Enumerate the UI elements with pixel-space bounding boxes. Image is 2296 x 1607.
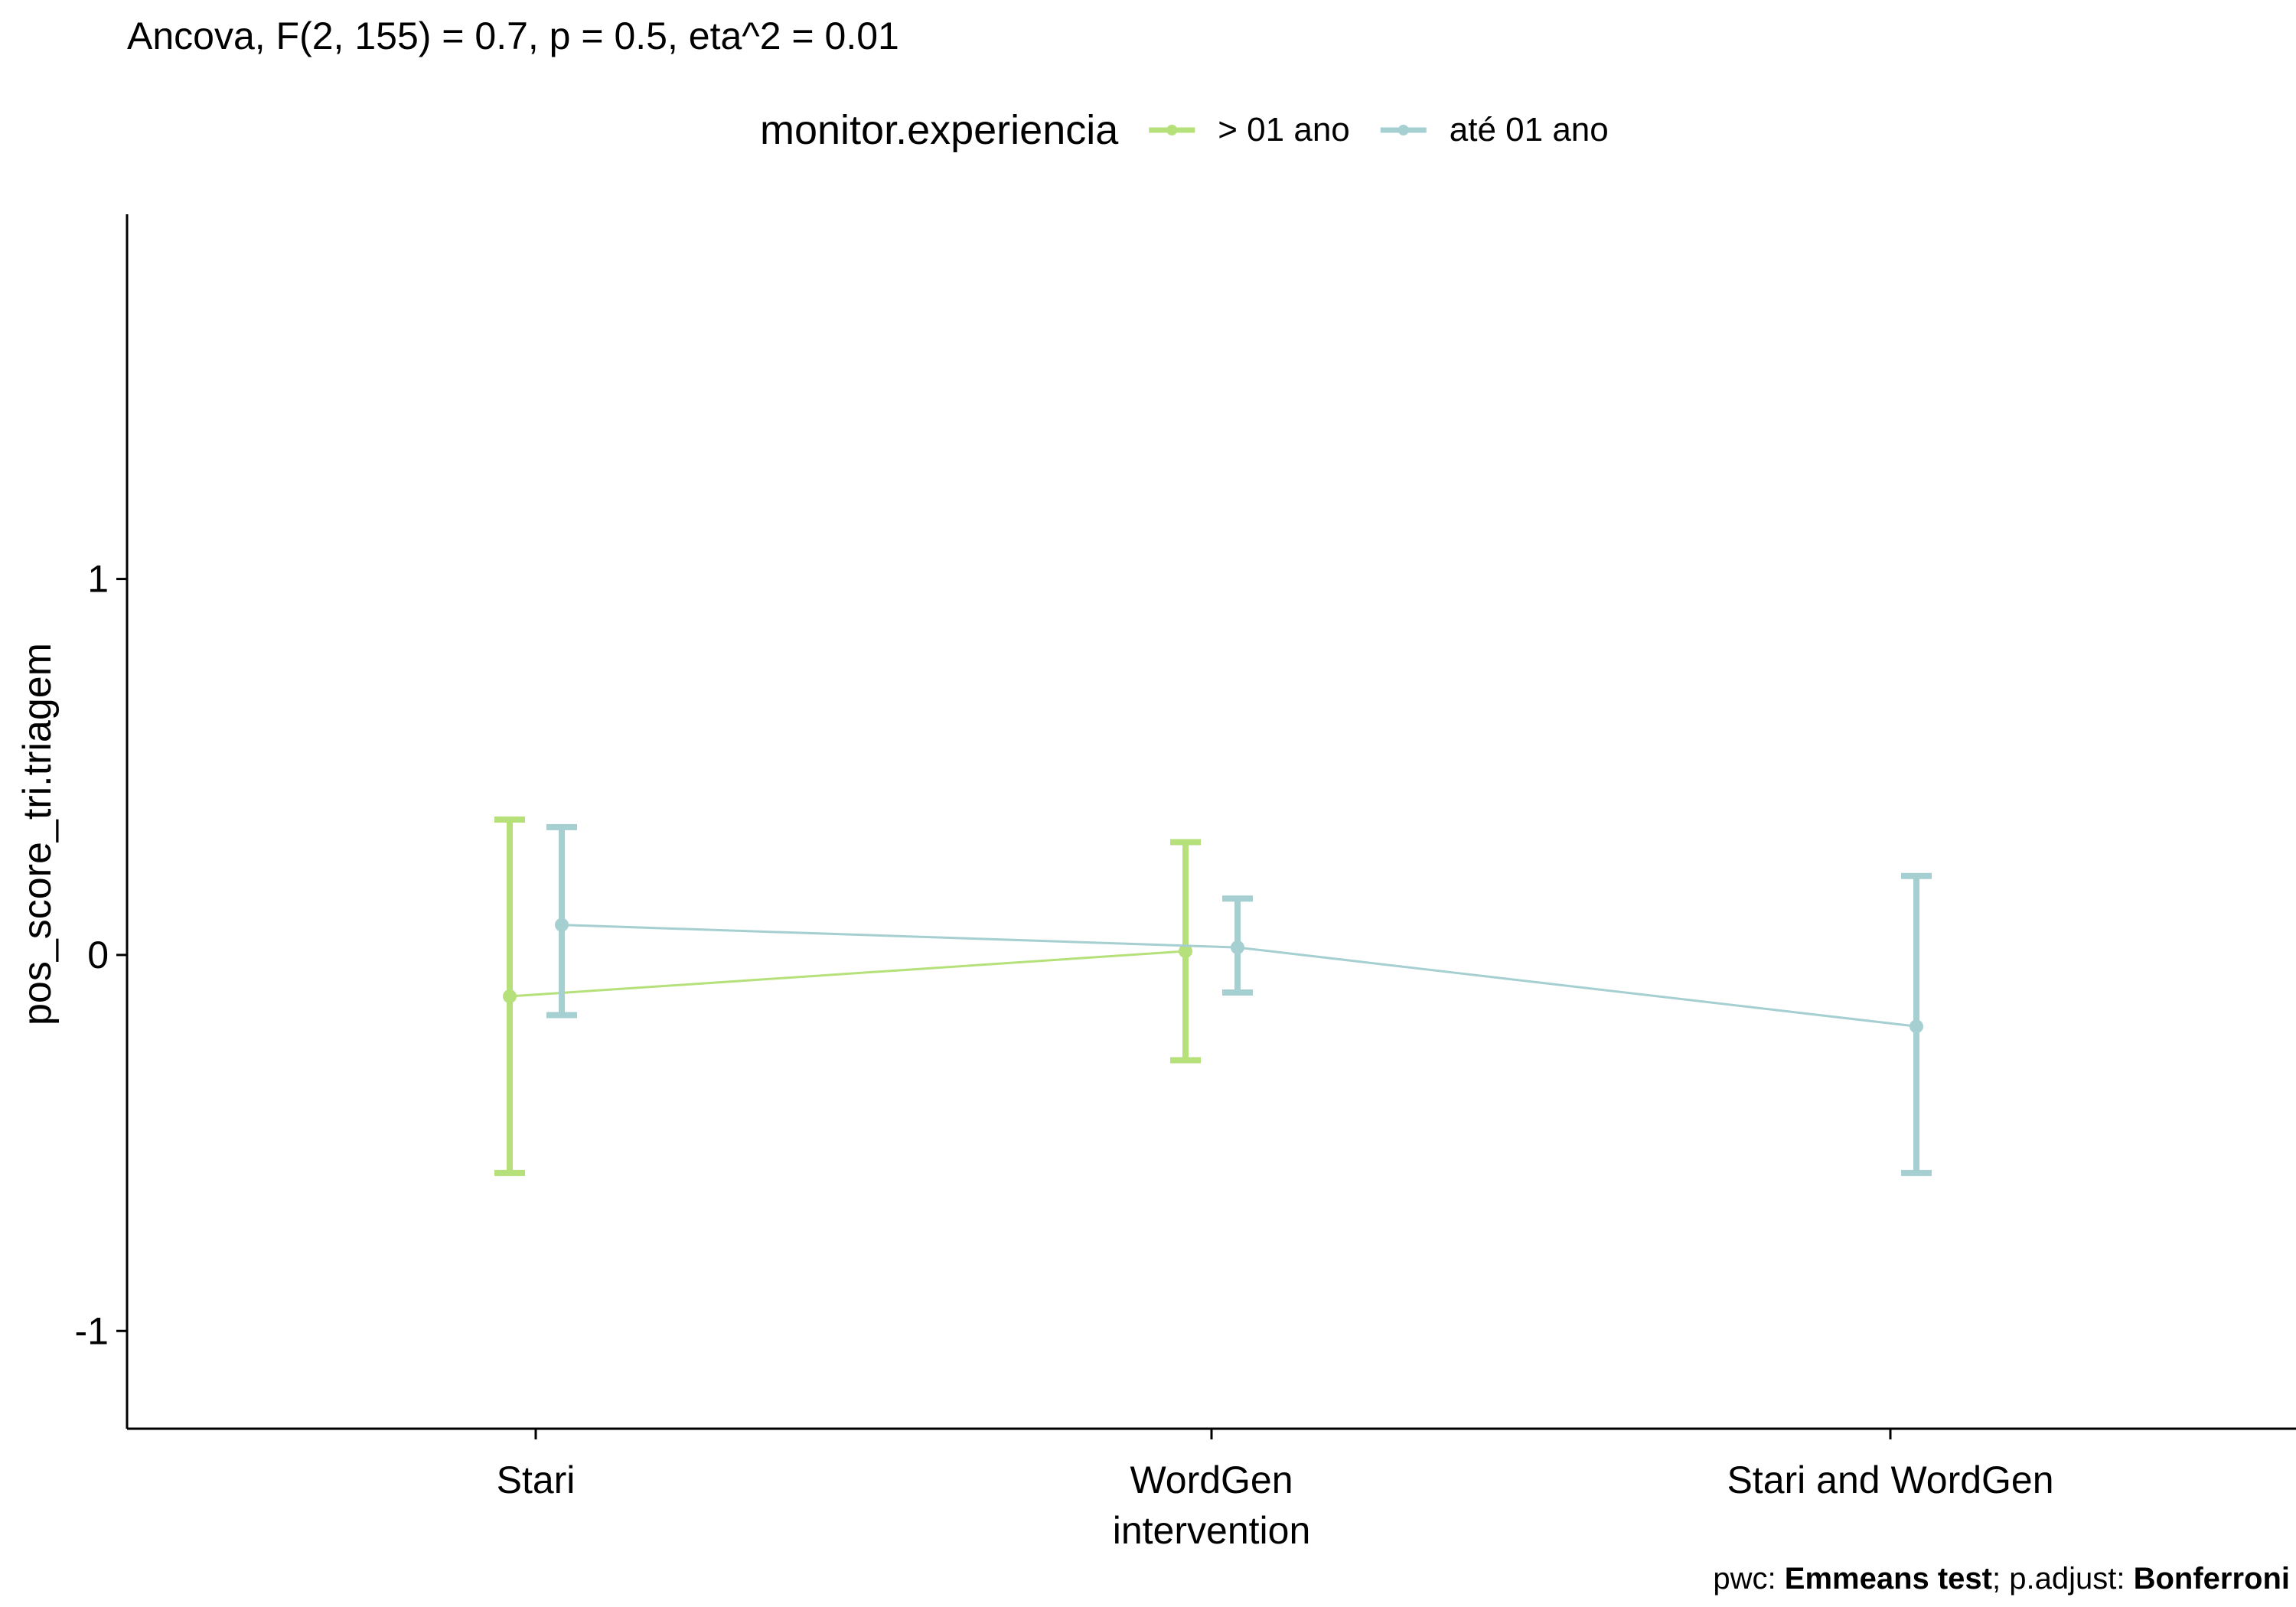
- axes: [126, 214, 2296, 1430]
- legend-key-0: > 01 ano: [1149, 111, 1350, 148]
- series-0: [494, 817, 1201, 1176]
- mean-point: [503, 989, 517, 1003]
- legend-key-point: [1166, 125, 1178, 135]
- x-tick-label: Stari: [497, 1459, 576, 1501]
- x-tick-label-line: Stari and WordGen: [1727, 1459, 2053, 1501]
- caption: pwc: Emmeans test; p.adjust: Bonferroni: [1713, 1562, 2290, 1596]
- caption-prefix: pwc:: [1713, 1562, 1784, 1596]
- y-tick-label: 0: [87, 934, 109, 976]
- mean-point: [555, 918, 569, 932]
- caption-adjust-prefix: ; p.adjust:: [1992, 1562, 2134, 1596]
- x-tick-label-line: WordGen: [1130, 1459, 1293, 1501]
- x-tick-label: WordGen intervention: [1113, 1459, 1311, 1552]
- legend: monitor.experiencia > 01 ano até 01 ano: [760, 107, 1609, 153]
- mean-line: [509, 950, 1186, 998]
- y-ticks: -1 0 1: [75, 558, 127, 1352]
- x-tick-label: Stari and WordGen: [1727, 1459, 2053, 1501]
- x-tick-label-line: intervention: [1113, 1509, 1311, 1552]
- legend-title: monitor.experiencia: [760, 107, 1119, 153]
- x-tick-label-line: Stari: [497, 1459, 576, 1501]
- legend-key-1: até 01 ano: [1380, 111, 1609, 148]
- x-ticks: Stari WordGen intervention Stari and WordGe…: [497, 1429, 2054, 1552]
- y-tick-label: -1: [75, 1309, 109, 1352]
- chart-title: Ancova, F(2, 155) = 0.7, p = 0.5, eta^2 …: [127, 15, 899, 57]
- legend-label: > 01 ano: [1218, 111, 1350, 148]
- series-layer: [494, 817, 1932, 1176]
- caption-adjust: Bonferroni: [2134, 1562, 2290, 1596]
- mean-point: [1231, 940, 1244, 955]
- legend-label: até 01 ano: [1450, 111, 1609, 148]
- legend-key-point: [1397, 125, 1409, 135]
- y-axis-title: pos_score_tri.triagem: [15, 643, 60, 1025]
- series-1: [546, 823, 1932, 1176]
- mean-point: [1910, 1019, 1923, 1034]
- y-tick-label: 1: [87, 558, 109, 601]
- mean-point: [1179, 944, 1192, 959]
- caption-test: Emmeans test: [1785, 1562, 1992, 1596]
